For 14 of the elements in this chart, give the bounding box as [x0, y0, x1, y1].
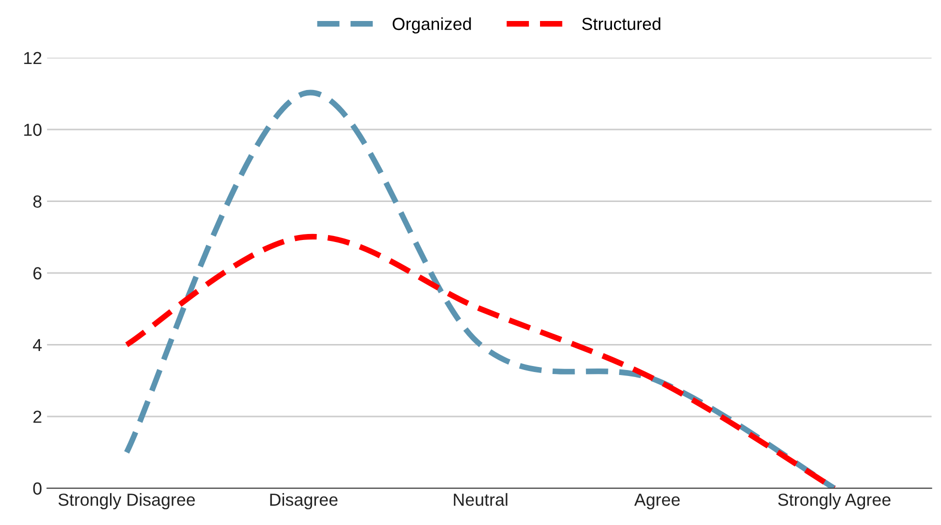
y-tick-label: 2	[33, 410, 42, 423]
y-tick-label: 4	[32, 339, 42, 352]
x-tick-label: Disagree	[270, 493, 338, 510]
x-tick-label: Neutral	[454, 493, 508, 506]
y-tick-label: 8	[33, 195, 42, 208]
x-tick-label: Strongly Agree	[778, 493, 890, 510]
legend-label: Organized	[392, 17, 471, 34]
y-tick-label: 10	[24, 124, 42, 136]
x-tick-label: Strongly Disagree	[58, 493, 195, 510]
y-tick-label: 6	[33, 267, 42, 280]
y-tick-label: 12	[24, 52, 42, 64]
y-tick-label: 0	[33, 482, 42, 495]
x-tick-label: Agree	[634, 494, 680, 510]
legend-label: Structured	[582, 17, 660, 30]
